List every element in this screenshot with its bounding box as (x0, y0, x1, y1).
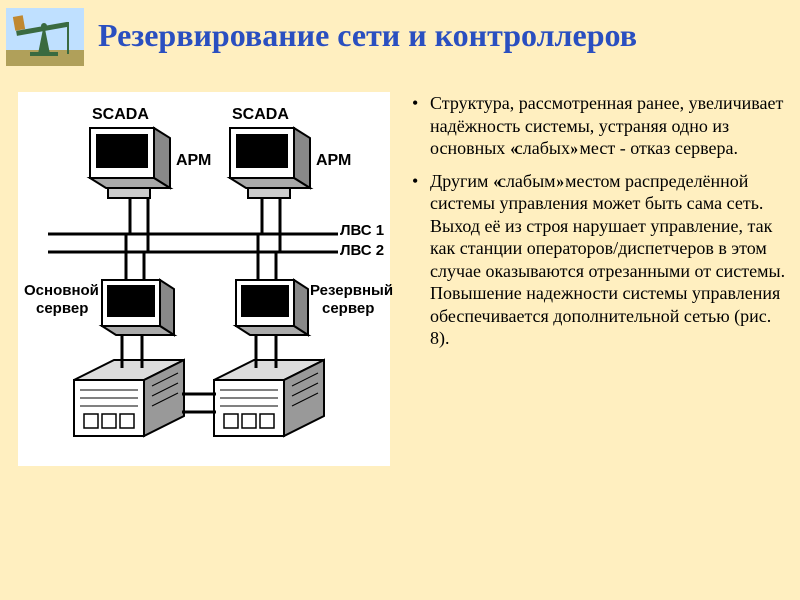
lan2-label: ЛВС 2 (340, 242, 384, 259)
arm-left-label: АРМ (176, 152, 211, 170)
scada-left-label: SCADA (92, 106, 149, 124)
pumpjack-icon (6, 8, 84, 66)
backup-server-label-1: Резервный (310, 282, 393, 299)
bullet-list: Структура, рассмотренная ранее, увеличив… (412, 92, 786, 466)
scada-right-label: SCADA (232, 106, 289, 124)
main-server-label-2: сервер (36, 300, 88, 317)
arm-right-label: АРМ (316, 152, 351, 170)
bullet-text: Структура, рассмотренная ранее, увеличив… (430, 93, 783, 158)
page-title: Резервирование сети и контроллеров (84, 8, 637, 53)
main-server-label-1: Основной (24, 282, 99, 299)
bullet-item: Другим «слабым» местом распределённой си… (412, 170, 786, 350)
backup-server-label-2: сервер (322, 300, 374, 317)
content: SCADA SCADA АРМ АРМ ЛВС 1 ЛВС 2 Основной… (0, 66, 800, 476)
header: Резервирование сети и контроллеров (0, 0, 800, 66)
lan1-label: ЛВС 1 (340, 222, 384, 239)
bullet-text: Другим «слабым» местом распределённой си… (430, 171, 785, 349)
network-diagram: SCADA SCADA АРМ АРМ ЛВС 1 ЛВС 2 Основной… (18, 92, 390, 466)
bullet-item: Структура, рассмотренная ранее, увеличив… (412, 92, 786, 160)
